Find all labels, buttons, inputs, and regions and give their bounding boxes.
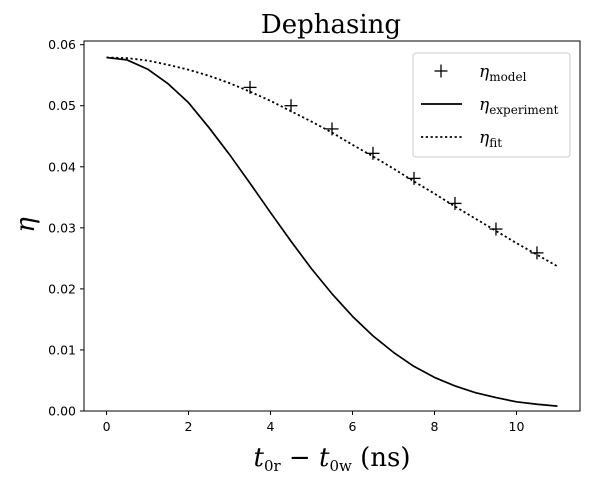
x-tick-label: 10 [509,419,525,434]
series-model [243,80,544,260]
x-axis: 0 2 4 6 8 10 [103,411,525,434]
legend-marker-model [434,64,448,78]
x-axis-label-var2: t [319,443,330,473]
legend-entries: ηmodel ηexperiment ηfit [421,62,559,150]
x-axis-label: t0r − t0w (ns) [254,443,411,475]
y-tick-label: 0.01 [48,342,76,357]
y-axis-label: η [11,217,41,233]
legend-label-model: ηmodel [479,62,527,84]
y-tick-label: 0.06 [48,37,76,52]
x-axis-label-sub2: 0w [329,457,352,475]
x-tick-label: 4 [267,419,275,434]
plot-frame [83,40,581,412]
legend: ηmodel ηexperiment ηfit [412,52,571,158]
chart-title: Dephasing [261,10,401,40]
x-axis-label-sub1: 0r [264,457,282,475]
data-point-model [530,246,544,260]
x-tick-label: 6 [349,419,357,434]
x-tick-label: 2 [185,419,193,434]
y-tick-label: 0.02 [48,281,76,296]
data-point-model [284,99,298,113]
data-point-model [366,146,380,160]
y-tick-label: 0.05 [48,98,76,113]
x-tick-label: 0 [103,419,111,434]
y-tick-label: 0.03 [48,220,76,235]
plot-area: 0 2 4 6 8 10 0.00 0.01 0.02 0.03 0.04 0.05 0.06 [48,37,581,434]
x-tick-label: 8 [431,419,439,434]
y-axis: 0.00 0.01 0.02 0.03 0.04 0.05 0.06 [48,37,84,419]
data-point-model [489,222,503,236]
legend-box [412,52,571,158]
series-line-fit [106,56,558,268]
y-tick-label: 0.04 [48,159,76,174]
data-point-model [448,196,462,210]
y-tick-label: 0.00 [48,404,76,419]
data-point-model [243,80,257,94]
legend-label-fit: ηfit [479,128,502,150]
data-point-model [407,171,421,185]
x-axis-label-var1: t [254,443,265,473]
series-layer [106,56,558,407]
x-axis-label-unit: (ns) [352,443,411,473]
series-line-experiment [106,56,558,407]
x-axis-label-operator: − [281,443,319,473]
legend-label-experiment: ηexperiment [479,95,559,117]
